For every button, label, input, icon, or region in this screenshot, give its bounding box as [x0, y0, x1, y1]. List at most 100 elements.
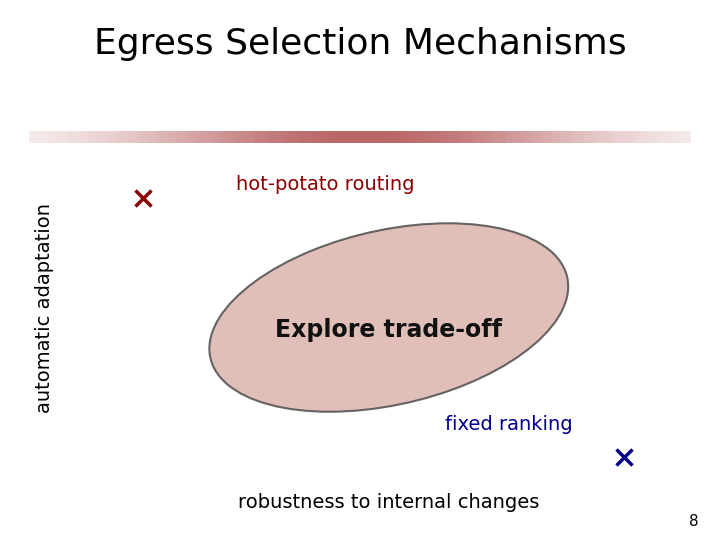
- Bar: [439, 131, 446, 143]
- Text: hot-potato routing: hot-potato routing: [235, 175, 414, 194]
- Bar: [459, 131, 466, 143]
- Bar: [387, 131, 393, 143]
- Bar: [426, 131, 433, 143]
- Bar: [446, 131, 453, 143]
- Bar: [539, 131, 546, 143]
- Bar: [294, 131, 300, 143]
- Bar: [55, 131, 62, 143]
- Bar: [35, 131, 42, 143]
- Bar: [181, 131, 188, 143]
- Text: robustness to internal changes: robustness to internal changes: [238, 492, 539, 512]
- Bar: [526, 131, 532, 143]
- Bar: [519, 131, 526, 143]
- Bar: [115, 131, 122, 143]
- Bar: [148, 131, 155, 143]
- Bar: [505, 131, 513, 143]
- Bar: [49, 131, 55, 143]
- Bar: [194, 131, 201, 143]
- Bar: [122, 131, 128, 143]
- Bar: [347, 131, 354, 143]
- Text: Egress Selection Mechanisms: Egress Selection Mechanisms: [94, 27, 626, 61]
- Bar: [89, 131, 95, 143]
- Bar: [261, 131, 267, 143]
- Bar: [671, 131, 678, 143]
- Bar: [678, 131, 685, 143]
- Bar: [618, 131, 625, 143]
- Bar: [559, 131, 565, 143]
- Bar: [638, 131, 645, 143]
- Bar: [95, 131, 102, 143]
- Bar: [453, 131, 459, 143]
- Bar: [413, 131, 420, 143]
- Text: fixed ranking: fixed ranking: [446, 415, 573, 434]
- Text: automatic adaptation: automatic adaptation: [35, 203, 53, 413]
- Bar: [135, 131, 141, 143]
- Bar: [532, 131, 539, 143]
- Bar: [201, 131, 207, 143]
- Bar: [274, 131, 281, 143]
- Bar: [433, 131, 439, 143]
- Text: 8: 8: [689, 514, 698, 529]
- Bar: [141, 131, 148, 143]
- Bar: [68, 131, 75, 143]
- Bar: [254, 131, 261, 143]
- Bar: [29, 131, 35, 143]
- Bar: [546, 131, 552, 143]
- Bar: [207, 131, 215, 143]
- Bar: [612, 131, 618, 143]
- Bar: [658, 131, 665, 143]
- Bar: [579, 131, 585, 143]
- Bar: [466, 131, 472, 143]
- Bar: [155, 131, 161, 143]
- Bar: [82, 131, 89, 143]
- Bar: [168, 131, 174, 143]
- Bar: [354, 131, 360, 143]
- Bar: [406, 131, 413, 143]
- Bar: [340, 131, 347, 143]
- Bar: [585, 131, 592, 143]
- Bar: [314, 131, 320, 143]
- Bar: [572, 131, 579, 143]
- Bar: [652, 131, 658, 143]
- Bar: [605, 131, 612, 143]
- Bar: [108, 131, 115, 143]
- Bar: [499, 131, 505, 143]
- Bar: [366, 131, 373, 143]
- Bar: [480, 131, 486, 143]
- Bar: [128, 131, 135, 143]
- Bar: [267, 131, 274, 143]
- Bar: [240, 131, 248, 143]
- Bar: [174, 131, 181, 143]
- Bar: [287, 131, 294, 143]
- Bar: [248, 131, 254, 143]
- Bar: [373, 131, 380, 143]
- Bar: [307, 131, 314, 143]
- Bar: [380, 131, 387, 143]
- Ellipse shape: [210, 224, 568, 411]
- Bar: [215, 131, 221, 143]
- Bar: [393, 131, 400, 143]
- Bar: [221, 131, 228, 143]
- Bar: [234, 131, 240, 143]
- Bar: [592, 131, 598, 143]
- Bar: [281, 131, 287, 143]
- Bar: [161, 131, 168, 143]
- Bar: [631, 131, 638, 143]
- Bar: [486, 131, 492, 143]
- Bar: [472, 131, 480, 143]
- Bar: [598, 131, 605, 143]
- Bar: [400, 131, 406, 143]
- Bar: [102, 131, 108, 143]
- Bar: [62, 131, 68, 143]
- Bar: [42, 131, 49, 143]
- Bar: [685, 131, 691, 143]
- Bar: [327, 131, 333, 143]
- Bar: [228, 131, 234, 143]
- Bar: [320, 131, 327, 143]
- Bar: [625, 131, 631, 143]
- Bar: [188, 131, 194, 143]
- Bar: [492, 131, 499, 143]
- Bar: [360, 131, 366, 143]
- Bar: [333, 131, 340, 143]
- Bar: [513, 131, 519, 143]
